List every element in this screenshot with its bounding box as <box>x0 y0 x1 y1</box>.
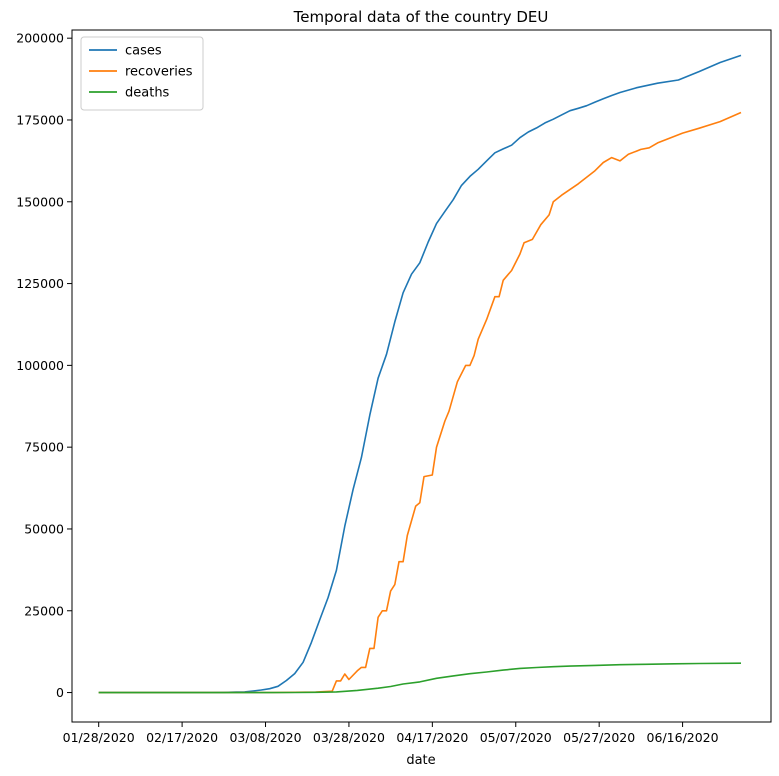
series-line-cases <box>98 54 742 694</box>
legend-label-deaths: deaths <box>125 86 170 101</box>
x-tick-label: 05/07/2020 <box>480 730 552 745</box>
plot-frame <box>71 29 772 723</box>
y-tick-label: 50000 <box>24 521 64 536</box>
x-tick-label: 06/16/2020 <box>647 730 719 745</box>
x-axis: 01/28/2020 02/17/2020 03/08/2020 03/28/2020… <box>63 722 719 745</box>
y-tick-label: 200000 <box>16 31 64 46</box>
y-axis: 0 25000 50000 75000 100000 125000 150000 175000… <box>16 31 72 700</box>
legend-label-cases: cases <box>125 44 162 59</box>
series-lines <box>98 54 742 694</box>
x-tick-label: 02/17/2020 <box>146 730 218 745</box>
x-axis-label: date <box>406 753 435 768</box>
series-line-deaths <box>98 662 742 694</box>
chart-title: Temporal data of the country DEU <box>293 8 549 26</box>
legend-label-recoveries: recoveries <box>125 65 193 80</box>
plot-area <box>71 29 772 723</box>
y-tick-label: 125000 <box>16 276 64 291</box>
series-line-recoveries <box>98 111 742 694</box>
legend: cases recoveries deaths <box>80 36 204 111</box>
x-tick-label: 05/27/2020 <box>563 730 635 745</box>
y-tick-label: 150000 <box>16 194 64 209</box>
x-tick-label: 04/17/2020 <box>396 730 468 745</box>
y-tick-label: 75000 <box>24 440 64 455</box>
y-tick-label: 100000 <box>16 358 64 373</box>
x-tick-label: 03/28/2020 <box>313 730 385 745</box>
y-tick-label: 175000 <box>16 112 64 127</box>
x-tick-label: 03/08/2020 <box>229 730 301 745</box>
y-tick-label: 0 <box>56 685 64 700</box>
y-tick-label: 25000 <box>24 603 64 618</box>
x-tick-label: 01/28/2020 <box>63 730 135 745</box>
